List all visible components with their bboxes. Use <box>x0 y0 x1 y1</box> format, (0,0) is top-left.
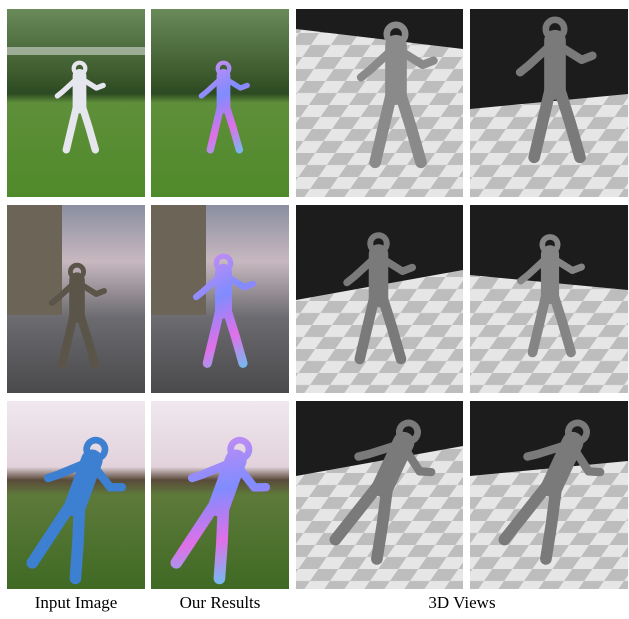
caption: 3D Views <box>428 593 495 612</box>
caption: Our Results <box>180 593 261 612</box>
render-view <box>296 401 463 589</box>
render-view <box>296 9 463 197</box>
render-view <box>296 205 463 393</box>
input-photo <box>7 205 145 393</box>
result-photo <box>151 401 289 589</box>
input-photo <box>7 401 145 589</box>
result-photo <box>151 9 289 197</box>
render-view <box>470 401 628 589</box>
result-photo <box>151 205 289 393</box>
render-view <box>470 9 628 197</box>
input-photo <box>7 9 145 197</box>
render-view <box>470 205 628 393</box>
caption: Input Image <box>35 593 118 612</box>
